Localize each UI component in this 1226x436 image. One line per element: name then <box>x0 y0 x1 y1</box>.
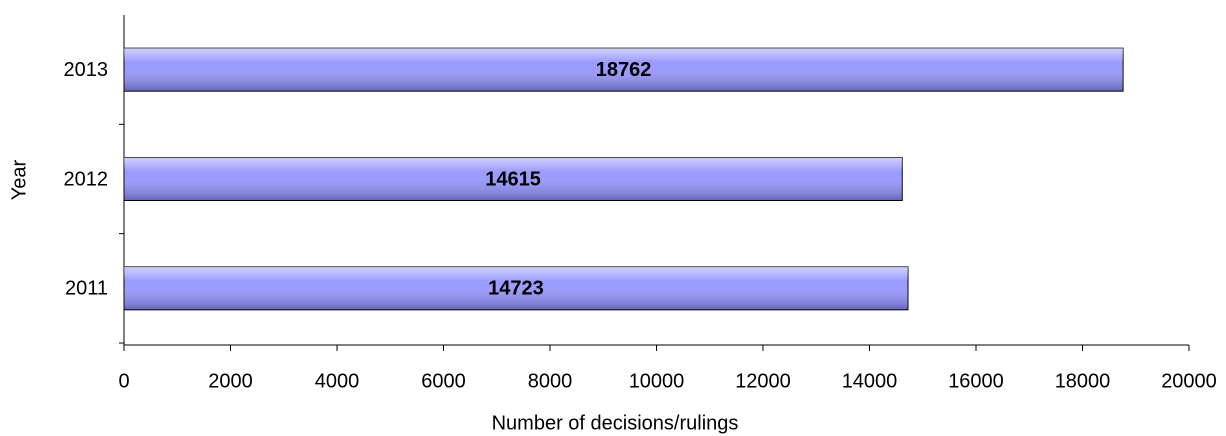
x-tick-label: 10000 <box>629 370 685 392</box>
x-tick-label: 0 <box>118 370 129 392</box>
y-tick-label: 2011 <box>65 278 108 300</box>
x-tick-label: 16000 <box>948 370 1004 392</box>
x-tick-label: 12000 <box>735 370 791 392</box>
x-tick-label: 4000 <box>315 370 360 392</box>
x-axis-label: Number of decisions/rulings <box>492 412 739 434</box>
y-axis-label: Year <box>8 159 30 200</box>
x-tick-label: 2000 <box>208 370 253 392</box>
data-label: 14615 <box>485 168 541 190</box>
x-tick-label: 20000 <box>1161 370 1217 392</box>
data-label: 14723 <box>488 278 544 300</box>
x-tick-label: 14000 <box>842 370 898 392</box>
y-tick-label: 2012 <box>64 168 109 190</box>
data-label: 18762 <box>596 59 652 81</box>
y-tick-label: 2013 <box>64 59 109 81</box>
x-tick-label: 18000 <box>1055 370 1111 392</box>
x-tick-label: 6000 <box>421 370 466 392</box>
x-tick-label: 8000 <box>528 370 573 392</box>
